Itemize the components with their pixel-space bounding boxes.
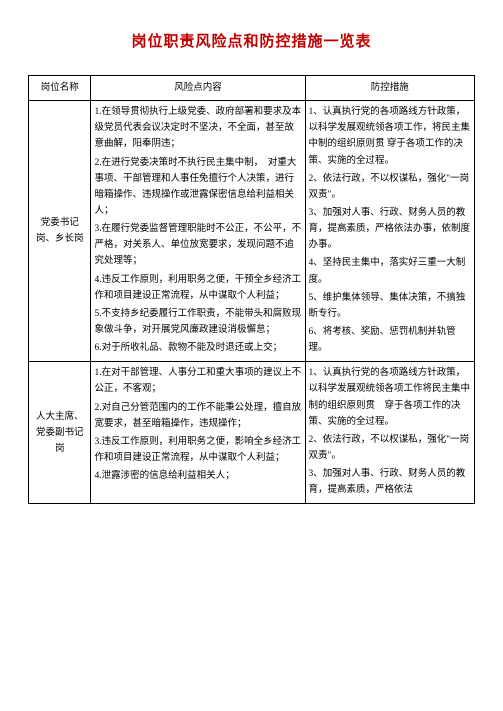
ctrl-item: 1、认真执行党的各项路线方针政策，以科学发展观统领各项工作，将民主集中制的组织原…: [309, 104, 471, 169]
table-header-row: 岗位名称 风险点内容 防控措施: [29, 76, 475, 101]
risk-cell: 1.在对干部管理、人事分工和重大事项的建议上不公正，不客观；2.对自己分管范围内…: [91, 362, 305, 504]
ctrl-item: 2、依法行政，不以权谋私，强化"一岗双责"。: [309, 432, 471, 464]
risk-item: 2.对自己分管范围内的工作不能秉公处理，擅自放宽要求，甚至暗箱操作，违规操作；: [94, 400, 301, 432]
risk-item: 5.不支持乡纪委履行工作职责，不能带头和腐败现象做斗争，对开展党风廉政建设消极懈…: [94, 306, 301, 338]
ctrl-cell: 1、认真执行党的各项路线方针政策，以科学发展观统领各项工作，将民主集中制的组织原…: [305, 101, 474, 362]
risk-item: 1.在对干部管理、人事分工和重大事项的建议上不公正，不客观；: [94, 365, 301, 397]
page-title: 岗位职责风险点和防控措施一览表: [28, 30, 475, 51]
header-risk: 风险点内容: [91, 76, 305, 101]
ctrl-item: 2、依法行政，不以权谋私，强化"一岗双责"。: [309, 171, 471, 203]
risk-item: 4.违反工作原则，利用职务之便，干预全乡经济工作和项目建设正常流程，从中谋取个人…: [94, 272, 301, 304]
risk-item: 6.对于所收礼品、款物不能及时退还或上交；: [94, 340, 301, 356]
risk-item: 3.违反工作原则，利用职务之便，影响全乡经济工作和项目建设正常流程，从中谋取个人…: [94, 434, 301, 466]
header-ctrl: 防控措施: [305, 76, 474, 101]
post-cell: 人大主席、党委副书记岗: [29, 362, 91, 504]
ctrl-item: 6、将考核、奖励、惩罚机制并轨管理。: [309, 324, 471, 356]
ctrl-item: 3、加强对人事、行政、财务人员的教育，提高素质，严格依法办事，依制度办事。: [309, 205, 471, 253]
table-row: 党委书记岗、乡长岗1.在领导贯彻执行上级党委、政府部署和要求及本级党员代表会议决…: [29, 101, 475, 362]
table-row: 人大主席、党委副书记岗1.在对干部管理、人事分工和重大事项的建议上不公正，不客观…: [29, 362, 475, 504]
risk-item: 3.在履行党委监督管理职能时不公正，不公平，不严格，对关系人、单位放宽要求，发现…: [94, 221, 301, 269]
ctrl-cell: 1、认真执行党的各项路线方针政策，以科学发展观统领各项工作将民主集中制的组织原则…: [305, 362, 474, 504]
risk-cell: 1.在领导贯彻执行上级党委、政府部署和要求及本级党员代表会议决定时不坚决，不全面…: [91, 101, 305, 362]
risk-item: 2.在进行党委决策时不执行民主集中制， 对重大事项、干部管理和人事任免擅行个人决…: [94, 155, 301, 220]
ctrl-item: 4、坚持民主集中，落实好三重一大制度。: [309, 255, 471, 287]
ctrl-item: 1、认真执行党的各项路线方针政策，以科学发展观统领各项工作将民主集中制的组织原则…: [309, 365, 471, 430]
post-cell: 党委书记岗、乡长岗: [29, 101, 91, 362]
risk-item: 1.在领导贯彻执行上级党委、政府部署和要求及本级党员代表会议决定时不坚决，不全面…: [94, 104, 301, 152]
ctrl-item: 5、维护集体领导、集体决策，不搞独断专行。: [309, 290, 471, 322]
header-post: 岗位名称: [29, 76, 91, 101]
ctrl-item: 3、加强对人事、行政、财务人员的教育，提高素质，严格依法: [309, 466, 471, 498]
risk-table: 岗位名称 风险点内容 防控措施 党委书记岗、乡长岗1.在领导贯彻执行上级党委、政…: [28, 75, 475, 504]
risk-item: 4.泄露涉密的信息给利益相关人；: [94, 468, 301, 484]
